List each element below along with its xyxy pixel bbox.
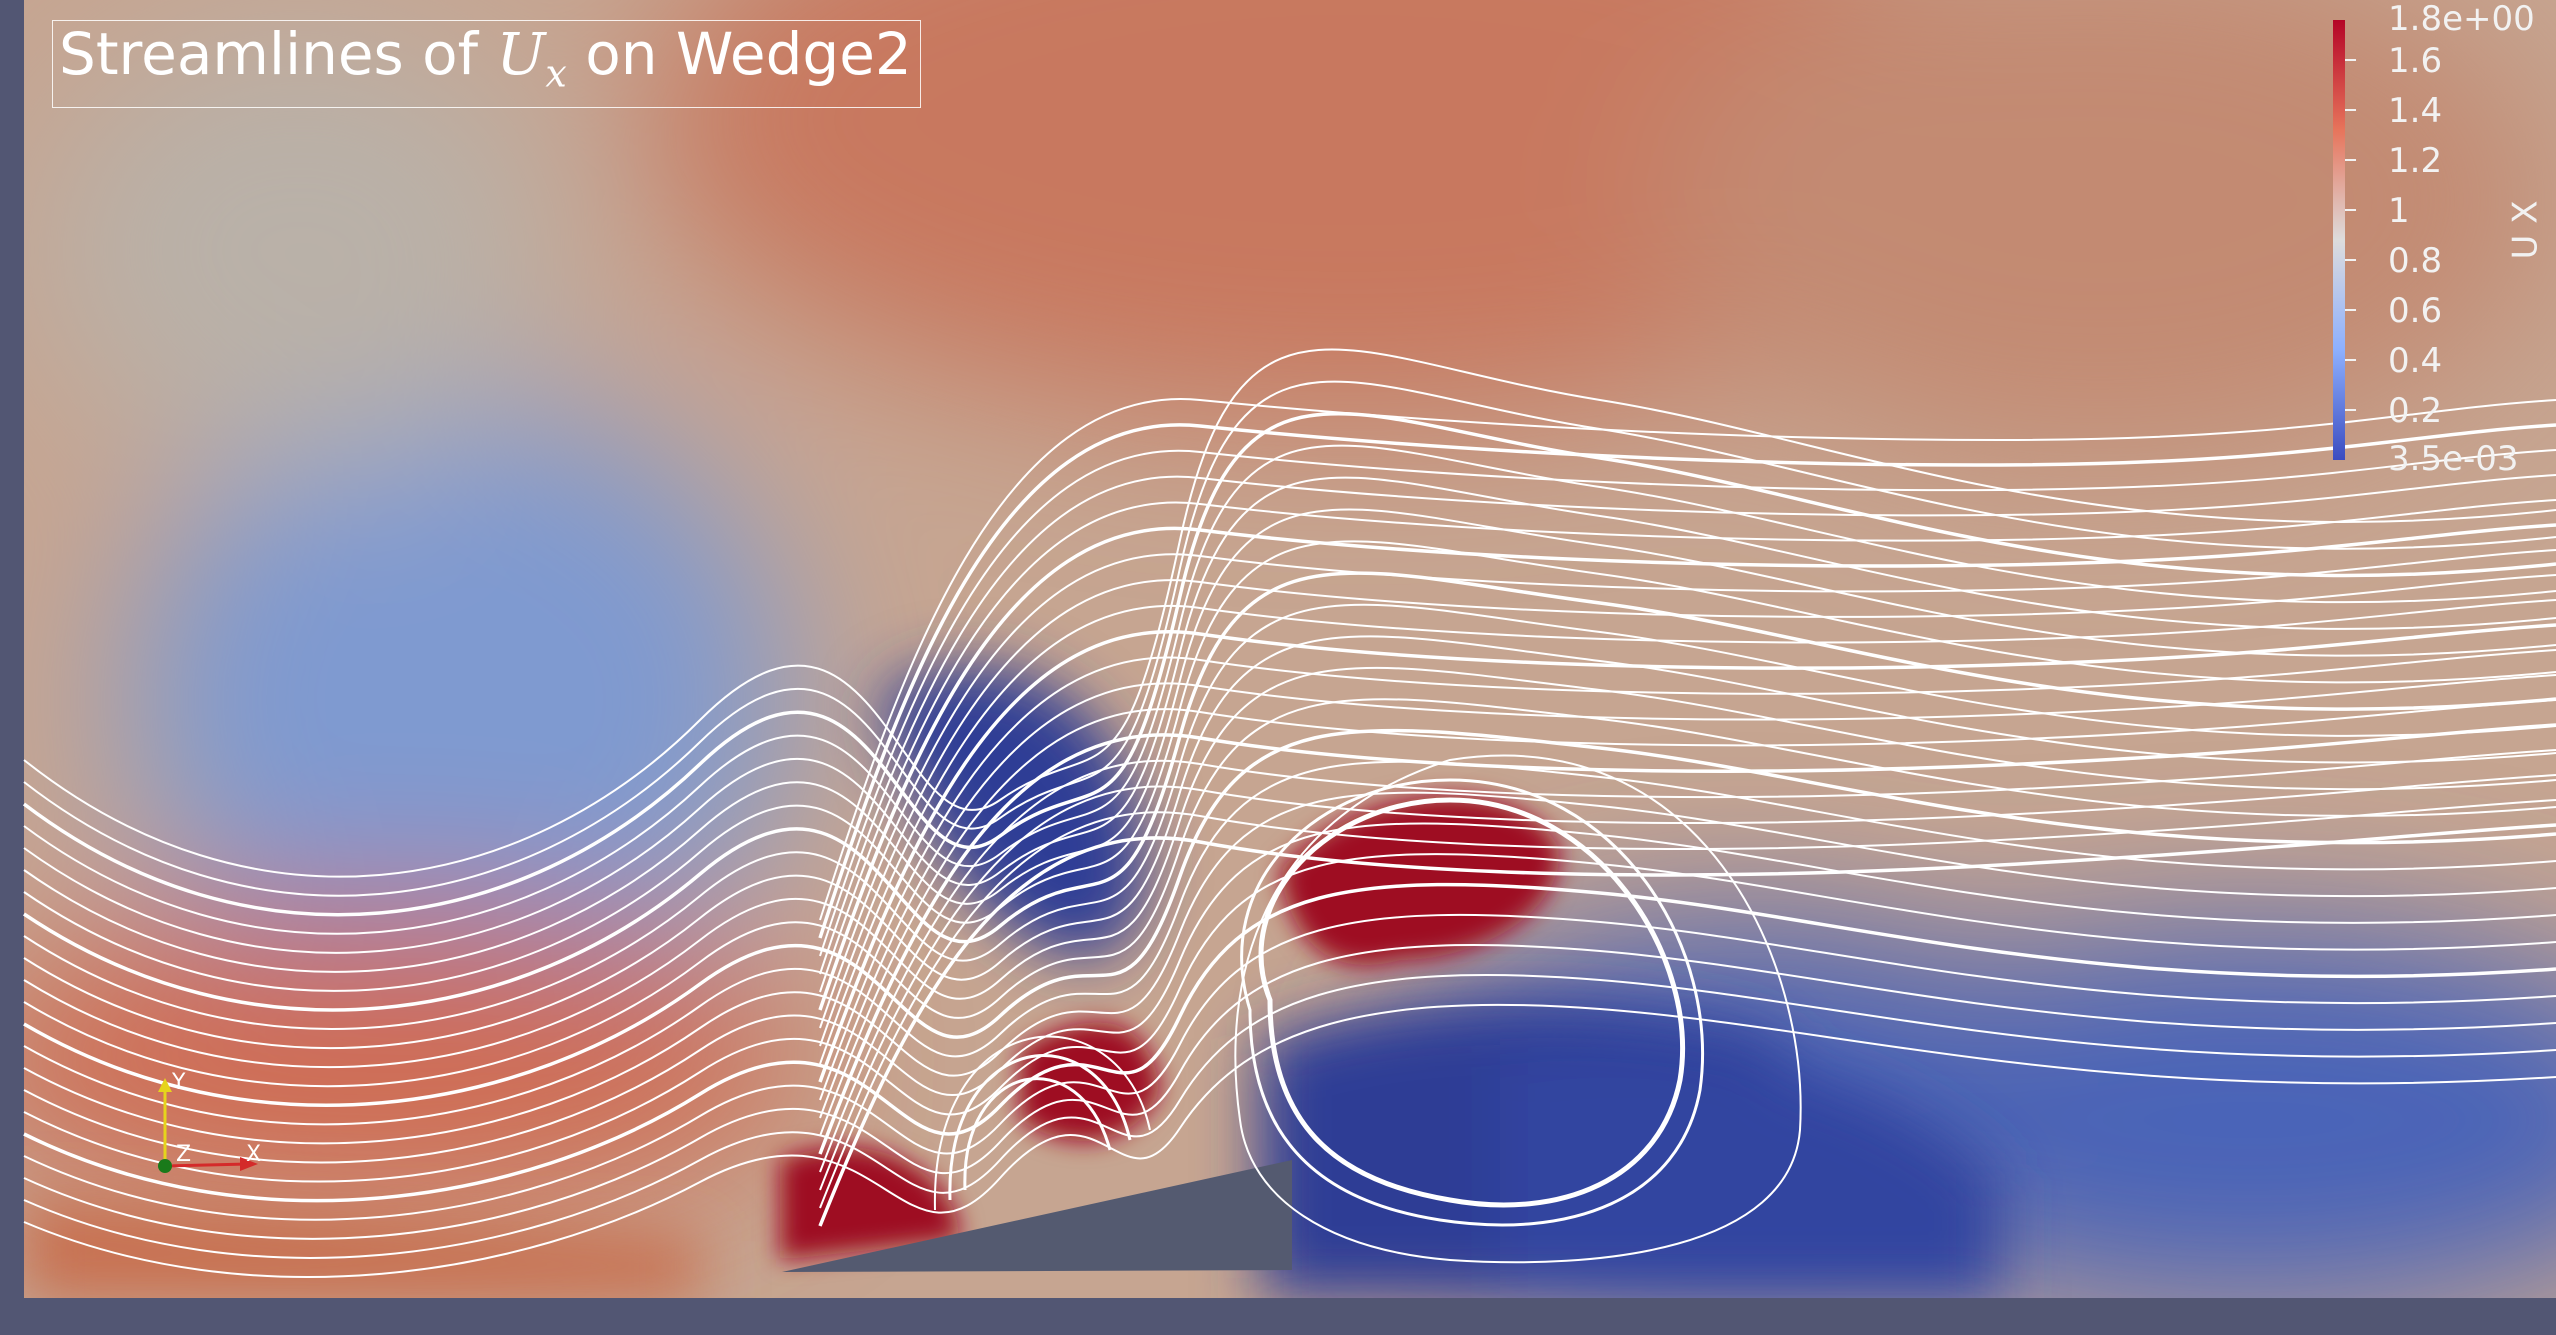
streamline-upper bbox=[819, 649, 2556, 1101]
colorbar-label-0-4: 0.4 bbox=[2388, 341, 2443, 381]
colorbar-label-1-4: 1.4 bbox=[2388, 91, 2443, 131]
colorbar-label-min: 3.5e-03 bbox=[2388, 439, 2519, 479]
streamline-lower bbox=[23, 974, 2556, 1259]
x-axis-label: X bbox=[246, 1142, 262, 1167]
streamline-lower bbox=[23, 698, 2556, 1088]
title-subscript: x bbox=[545, 51, 567, 96]
pocket-streamline bbox=[948, 1054, 1132, 1201]
streamline-lower bbox=[23, 791, 2556, 1145]
recirculation-loop bbox=[1258, 797, 1686, 1208]
recirculation-loop bbox=[1234, 754, 1802, 1264]
streamline-lower bbox=[23, 603, 2556, 1030]
streamline-lower bbox=[23, 571, 2556, 1012]
streamline-upper bbox=[819, 474, 2556, 975]
colorbar-label-1-6: 1.6 bbox=[2388, 41, 2443, 81]
streamline-upper bbox=[819, 499, 2556, 993]
z-axis-label: Z bbox=[176, 1142, 192, 1167]
streamline-lower bbox=[23, 1003, 2556, 1279]
streamline-lower bbox=[23, 635, 2556, 1050]
streamline-upper bbox=[819, 398, 2556, 921]
streamline-upper bbox=[819, 599, 2556, 1065]
title-suffix: on Wedge2 bbox=[566, 20, 912, 88]
title-prefix: Streamlines of bbox=[59, 20, 497, 88]
colorbar-label-0-8: 0.8 bbox=[2388, 241, 2443, 281]
colorbar-ticks bbox=[2345, 59, 2356, 411]
streamline-lower bbox=[23, 760, 2556, 1126]
streamline-upper bbox=[819, 549, 2556, 1029]
pocket-streamline bbox=[963, 1077, 1112, 1191]
orientation-axes bbox=[158, 1078, 258, 1173]
streamline-upper bbox=[819, 674, 2556, 1119]
streamline-upper bbox=[819, 699, 2556, 1137]
y-axis-arrow bbox=[158, 1078, 172, 1092]
colorbar-label-max: 1.8e+00 bbox=[2388, 0, 2535, 39]
recirculation-loop bbox=[1240, 778, 1705, 1227]
y-axis-label: Y bbox=[172, 1070, 186, 1095]
colorbar-label-0-6: 0.6 bbox=[2388, 291, 2443, 331]
streamline-lower bbox=[23, 476, 2556, 954]
title-variable: U bbox=[496, 20, 546, 88]
streamline-upper bbox=[819, 449, 2556, 957]
streamline-upper bbox=[819, 799, 2556, 1209]
streamline-lower bbox=[23, 380, 2556, 897]
pocket-streamline bbox=[933, 1035, 1151, 1211]
streamline-lower bbox=[23, 913, 2556, 1221]
streamline-upper bbox=[818, 823, 2556, 1227]
streamline-upper bbox=[818, 723, 2556, 1155]
colorbar-label-0-2: 0.2 bbox=[2388, 391, 2443, 431]
streamline-upper bbox=[818, 523, 2556, 1011]
colorbar-title: U X bbox=[2505, 200, 2546, 260]
view-title: Streamlines of Ux on Wedge2 bbox=[52, 20, 921, 108]
colorbar-label-1-2: 1.2 bbox=[2388, 141, 2443, 181]
streamline-lower bbox=[23, 666, 2556, 1069]
wedge-geometry bbox=[782, 1160, 1292, 1272]
streamline-lower bbox=[23, 853, 2556, 1183]
colorbar bbox=[2333, 20, 2345, 460]
x-axis-arrow bbox=[240, 1157, 258, 1171]
streamline-upper bbox=[819, 574, 2556, 1047]
z-axis-dot bbox=[158, 1159, 172, 1173]
streamline-lower bbox=[23, 540, 2556, 992]
streamline-lower bbox=[23, 882, 2556, 1203]
streamline-lower bbox=[23, 444, 2556, 935]
streamline-lower bbox=[23, 508, 2556, 973]
streamline-lower bbox=[23, 348, 2556, 878]
streamline-lower bbox=[23, 944, 2556, 1240]
streamline-lower bbox=[22, 411, 2556, 917]
x-axis-line bbox=[164, 1162, 249, 1168]
streamline-upper bbox=[818, 423, 2556, 939]
streamline-upper bbox=[819, 749, 2556, 1173]
streamline-lower bbox=[23, 728, 2556, 1107]
streamlines bbox=[22, 348, 2556, 1279]
streamline-upper bbox=[818, 623, 2556, 1083]
colorbar-label-1: 1 bbox=[2388, 191, 2410, 231]
